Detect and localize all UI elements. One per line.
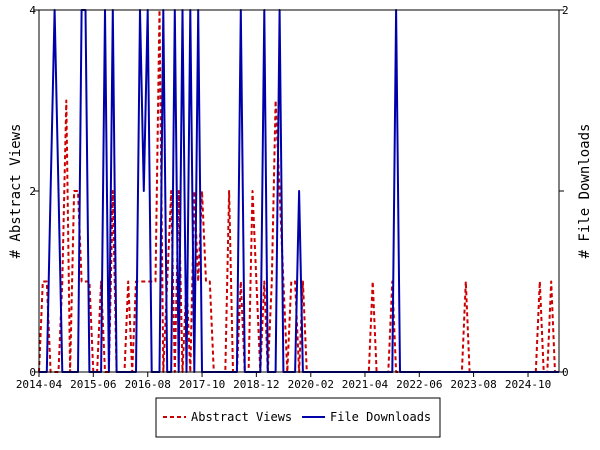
legend-label-file-downloads: File Downloads: [330, 410, 431, 424]
y-right-axis-title: # File Downloads: [577, 124, 593, 259]
x-tick-label: 2016-08: [125, 378, 171, 391]
x-tick-label: 2017-10: [179, 378, 225, 391]
y-right-tick-label: 2: [562, 4, 569, 17]
y-left-tick-label: 0: [29, 366, 36, 379]
axis-layer: 0 2 4 0 2 2014-04 2015-06 2016-08 2017-10 2018-12…: [16, 4, 569, 391]
x-tick-label: 2024-10: [505, 378, 551, 391]
y-left-axis-title: # Abstract Views: [8, 124, 24, 259]
x-tick-label: 2014-04: [16, 378, 63, 391]
x-tick-label: 2018-12: [233, 378, 279, 391]
legend-box: [155, 397, 441, 438]
legend: Abstract Views File Downloads: [155, 397, 441, 438]
y-right-tick-label: 0: [562, 366, 569, 379]
x-tick-label: 2022-06: [396, 378, 442, 391]
x-tick-label: 2023-08: [450, 378, 496, 391]
x-tick-label: 2021-04: [342, 378, 389, 391]
x-tick-label: 2020-02: [288, 378, 334, 391]
x-tick-label: 2015-06: [70, 378, 116, 391]
y-left-tick-label: 2: [29, 185, 36, 198]
legend-label-abstract-views: Abstract Views: [191, 410, 292, 424]
y-left-tick-label: 4: [29, 4, 36, 17]
